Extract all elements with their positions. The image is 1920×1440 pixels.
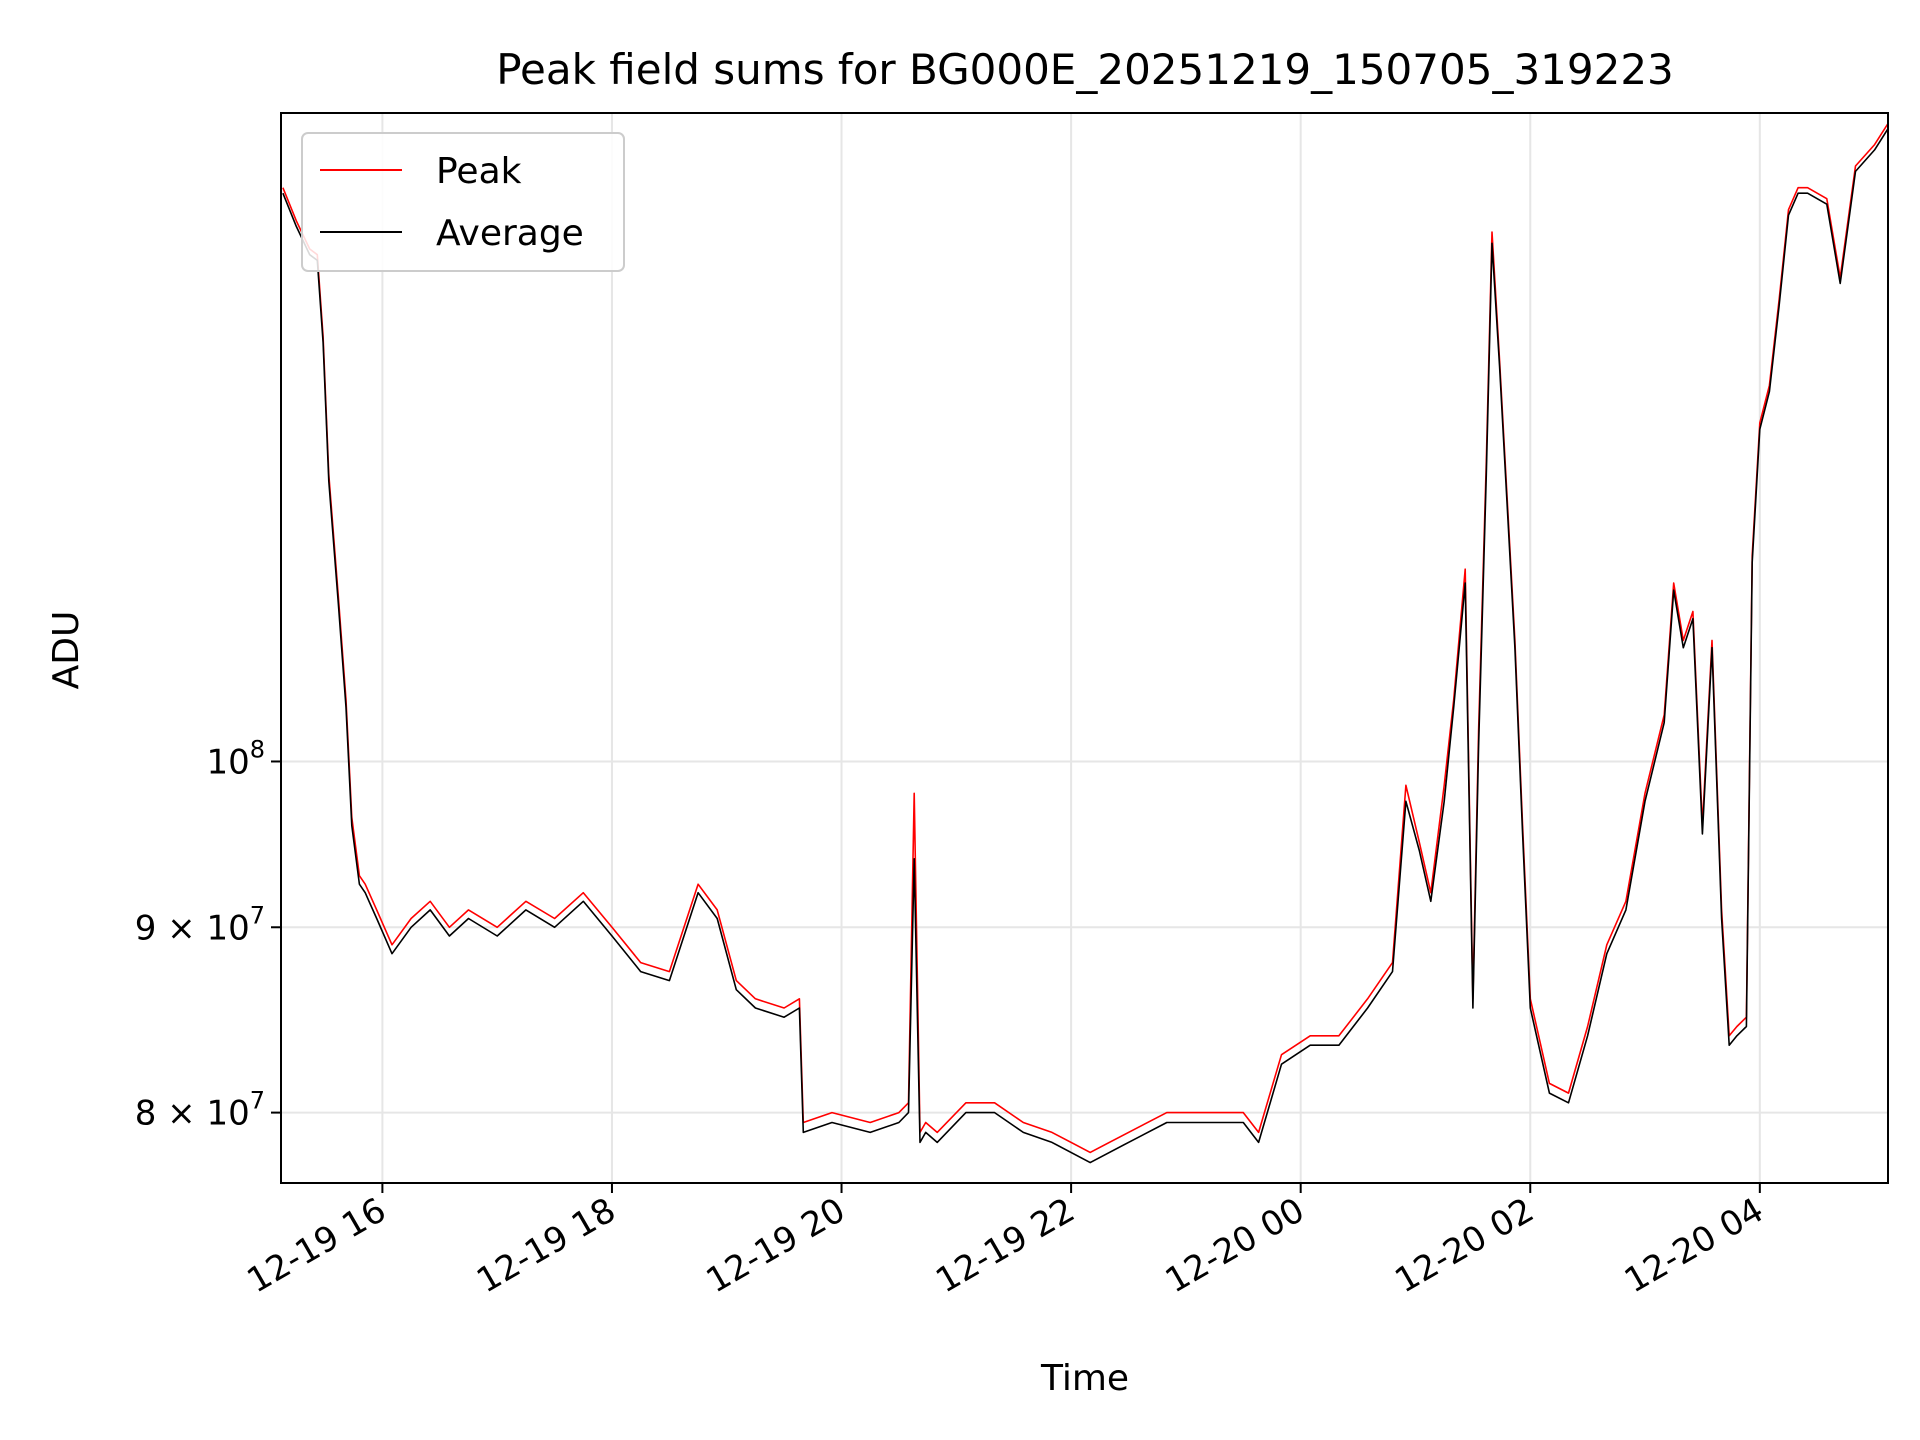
y-tick-label: 108 [206, 735, 265, 782]
legend: Peak Average [301, 132, 625, 272]
plot-area [282, 123, 1888, 1164]
y-axis-label: ADU [46, 611, 87, 690]
chart-title: Peak field sums for BG000E_20251219_1507… [496, 45, 1674, 94]
y-tick-label: 8 × 107 [135, 1087, 265, 1134]
series-line-average [282, 128, 1888, 1164]
series-layer [282, 123, 1888, 1164]
legend-label-peak: Peak [436, 151, 522, 192]
y-tick-label: 9 × 107 [135, 901, 265, 948]
x-axis-label: Time [1040, 1358, 1129, 1399]
legend-label-average: Average [436, 213, 584, 254]
plot-frame [280, 112, 1889, 1184]
legend-box [301, 132, 625, 272]
grid [281, 113, 1888, 1183]
y-axis: 8 × 107 9 × 107 108 [135, 735, 281, 1134]
